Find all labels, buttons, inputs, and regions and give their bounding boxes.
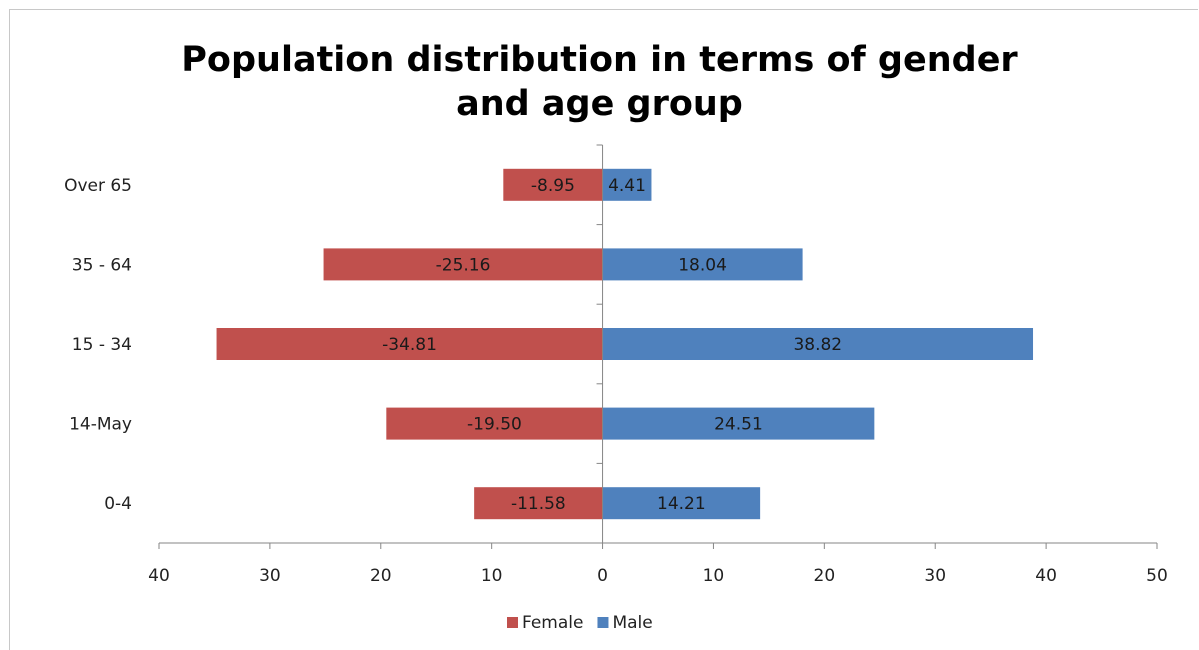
male-bar — [602, 328, 1034, 360]
chart-title-line-2: and age group — [456, 84, 743, 124]
male-bar — [602, 407, 875, 440]
data-label: -8.95 — [531, 176, 575, 196]
category-label: 35 - 64 — [72, 255, 132, 275]
data-label: -34.81 — [382, 335, 437, 355]
x-tick-label: 40 — [1035, 566, 1057, 586]
legend-label-female: Female — [522, 613, 583, 633]
x-tick-label: 40 — [148, 566, 170, 586]
data-label: 38.82 — [793, 335, 842, 355]
legend-swatch-male — [597, 617, 609, 628]
female-bar — [323, 248, 603, 281]
male-bar — [602, 168, 652, 201]
x-tick-label: 30 — [259, 566, 281, 586]
female-bar — [386, 407, 603, 440]
female-bar — [503, 168, 603, 201]
data-label: 4.41 — [608, 176, 646, 196]
bars-layer — [216, 168, 1034, 520]
data-label: -25.16 — [436, 255, 491, 275]
data-labels-layer: -8.95 -25.16 -34.81 -19.50 -11.58 4.41 18.04 38… — [382, 176, 842, 514]
x-tick-label: 10 — [703, 566, 725, 586]
data-label: 18.04 — [678, 255, 727, 275]
female-bar — [216, 328, 603, 360]
male-bar — [602, 248, 803, 281]
data-label: 14.21 — [657, 494, 706, 514]
data-label: 24.51 — [714, 415, 763, 435]
category-label: Over 65 — [64, 176, 132, 196]
male-bar — [602, 487, 761, 520]
data-label: -19.50 — [467, 415, 522, 435]
legend-swatch-female — [507, 617, 518, 628]
axes-layer: 40 30 20 10 0 10 20 30 40 50 Over 65 35 - 64 15 - 34… — [64, 144, 1168, 586]
x-tick-label: 20 — [370, 566, 392, 586]
legend: Female Male — [507, 613, 653, 633]
x-tick-label: 0 — [597, 566, 608, 586]
chart-title-line-1: Population distribution in terms of gend… — [181, 40, 1018, 80]
data-label: -11.58 — [511, 494, 566, 514]
category-label: 0-4 — [104, 494, 132, 514]
x-tick-label: 50 — [1146, 566, 1168, 586]
category-label: 14-May — [69, 415, 132, 435]
x-tick-label: 10 — [481, 566, 503, 586]
female-bar — [474, 487, 603, 520]
x-tick-label: 20 — [814, 566, 836, 586]
category-label: 15 - 34 — [72, 335, 132, 355]
chart-title: Population distribution in terms of gend… — [0, 38, 1199, 126]
legend-label-male: Male — [612, 613, 652, 633]
x-tick-label: 30 — [924, 566, 946, 586]
